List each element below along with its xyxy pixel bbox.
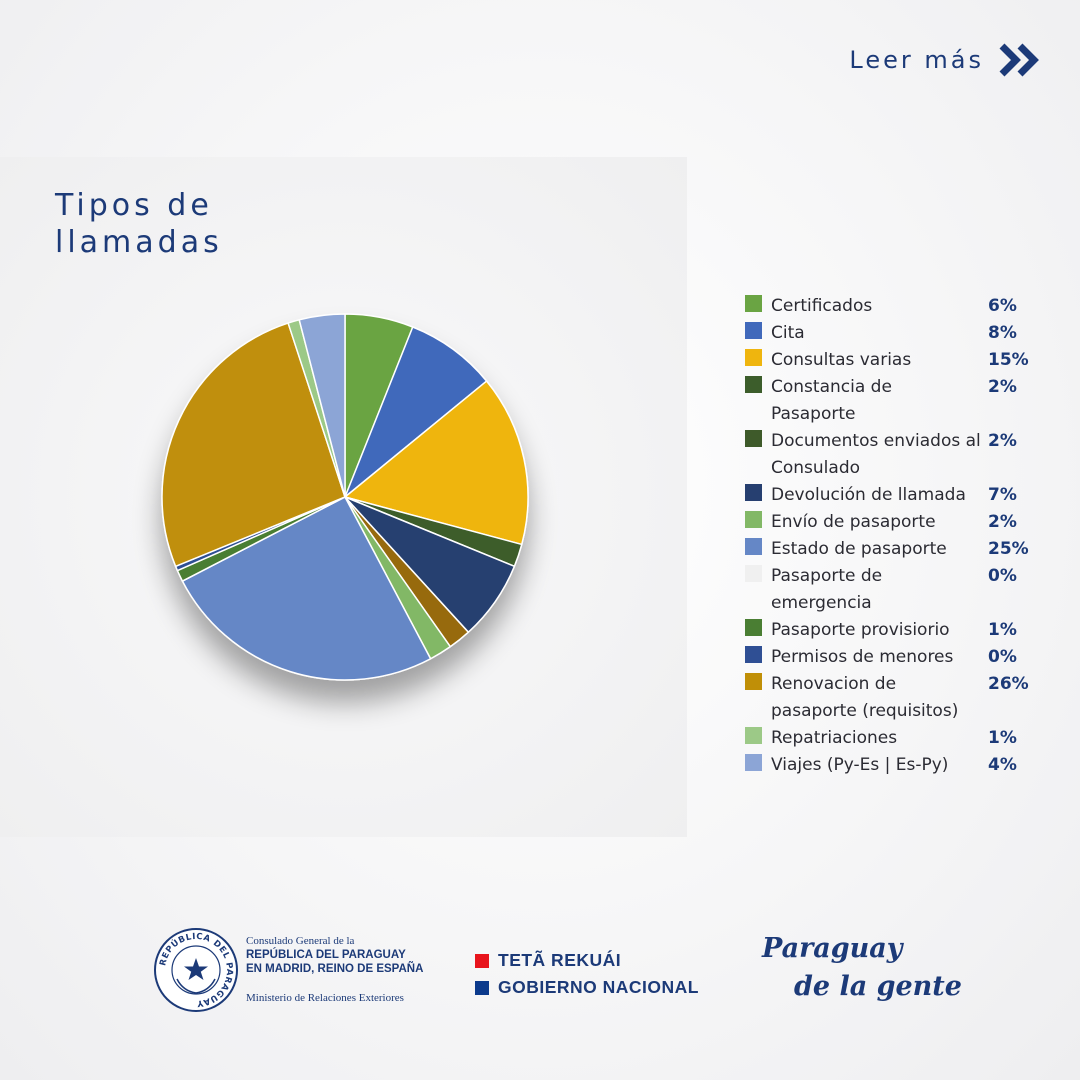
legend-label: Permisos de menores [771, 647, 954, 667]
chart-legend: Certificados 6% Cita 8% Consultas varias 15% C… [745, 293, 1045, 779]
double-chevron-right-icon [999, 43, 1039, 77]
legend-label: Viajes (Py-Es | Es-Py) [771, 755, 949, 775]
legend-item: Documentos enviados al Consulado 2% [745, 428, 1045, 482]
pie-slice [181, 496, 432, 681]
legend-swatch [745, 511, 762, 528]
red-square-icon [475, 953, 489, 968]
legend-swatch [745, 538, 762, 555]
read-more-label: Leer más [849, 46, 984, 74]
pie-slice [161, 322, 346, 568]
legend-label: Pasaporte de emergencia [771, 566, 883, 613]
legend-item: Pasaporte provisiorio 1% [745, 617, 1045, 644]
slogan-logo: Paraguay de la gente [762, 930, 962, 1006]
legend-percent: 1% [988, 620, 1017, 640]
legend-swatch [745, 349, 762, 366]
legend-label: Renovacion de pasaporte (requisitos) [771, 674, 959, 721]
gobierno-nacional-logo: TETÃ REKUÁI GOBIERNO NACIONAL [475, 947, 699, 1001]
legend-item: Envío de pasaporte 2% [745, 509, 1045, 536]
legend-swatch [745, 484, 762, 501]
pie-chart [161, 313, 529, 681]
legend-swatch [745, 727, 762, 744]
legend-label: Envío de pasaporte [771, 512, 936, 532]
legend-item: Consultas varias 15% [745, 347, 1045, 374]
legend-label: Devolución de llamada [771, 485, 966, 505]
consulado-line2: REPÚBLICA DEL PARAGUAY [246, 949, 406, 961]
legend-percent: 0% [988, 566, 1017, 586]
legend-swatch [745, 565, 762, 582]
legend-swatch [745, 619, 762, 636]
legend-label: Constancia de Pasaporte [771, 377, 892, 424]
footer: REPÚBLICA DEL PARAGUAY Consulado General… [0, 920, 1080, 1030]
pie-slice [344, 326, 488, 498]
consulado-block: Consulado General de la REPÚBLICA DEL PA… [246, 935, 446, 1004]
legend-item: Repatriaciones 1% [745, 725, 1045, 752]
legend-item: Pasaporte de emergencia 0% [745, 563, 1045, 617]
legend-item: Devolución de llamada 7% [745, 482, 1045, 509]
legend-label: Repatriaciones [771, 728, 898, 748]
chart-title-line1: Tipos de [55, 188, 213, 223]
legend-item: Cita 8% [745, 320, 1045, 347]
gob-line1: TETÃ REKUÁI [498, 950, 622, 970]
legend-item: Certificados 6% [745, 293, 1045, 320]
legend-label: Documentos enviados al Consulado [771, 431, 981, 478]
legend-swatch [745, 430, 762, 447]
legend-percent: 4% [988, 755, 1017, 775]
pie-slice [298, 313, 346, 498]
legend-swatch [745, 376, 762, 393]
chart-title: Tipos de llamadas [55, 187, 355, 261]
legend-percent: 8% [988, 323, 1017, 343]
legend-swatch [745, 673, 762, 690]
legend-percent: 1% [988, 728, 1017, 748]
consulado-line3: EN MADRID, REINO DE ESPAÑA [246, 963, 424, 975]
legend-percent: 0% [988, 647, 1017, 667]
blue-square-icon [475, 980, 489, 995]
legend-label: Cita [771, 323, 805, 343]
legend-percent: 25% [988, 539, 1029, 559]
legend-item: Constancia de Pasaporte 2% [745, 374, 1045, 428]
consulado-line1: Consulado General de la [246, 935, 355, 947]
pie-slice [344, 380, 529, 546]
legend-percent: 7% [988, 485, 1017, 505]
read-more-link[interactable]: Leer más [849, 40, 1042, 80]
legend-swatch [745, 754, 762, 771]
legend-percent: 6% [988, 296, 1017, 316]
legend-label: Pasaporte provisiorio [771, 620, 950, 640]
legend-item: Estado de pasaporte 25% [745, 536, 1045, 563]
legend-swatch [745, 646, 762, 663]
legend-item: Renovacion de pasaporte (requisitos) 26% [745, 671, 1045, 725]
slogan-line1: Paraguay [762, 933, 903, 964]
legend-percent: 26% [988, 674, 1029, 694]
legend-percent: 2% [988, 377, 1017, 397]
legend-percent: 2% [988, 512, 1017, 532]
chart-title-line2: llamadas [55, 225, 223, 260]
legend-item: Viajes (Py-Es | Es-Py) 4% [745, 752, 1045, 779]
legend-percent: 2% [988, 431, 1017, 451]
gob-line2: GOBIERNO NACIONAL [498, 977, 699, 997]
national-seal-icon: REPÚBLICA DEL PARAGUAY [154, 928, 238, 1012]
legend-swatch [745, 322, 762, 339]
legend-percent: 15% [988, 350, 1029, 370]
legend-item: Permisos de menores 0% [745, 644, 1045, 671]
slogan-line2: de la gente [794, 971, 962, 1002]
legend-label: Consultas varias [771, 350, 912, 370]
ministry-line: Ministerio de Relaciones Exteriores [246, 992, 404, 1004]
legend-label: Certificados [771, 296, 873, 316]
legend-swatch [745, 295, 762, 312]
legend-label: Estado de pasaporte [771, 539, 947, 559]
